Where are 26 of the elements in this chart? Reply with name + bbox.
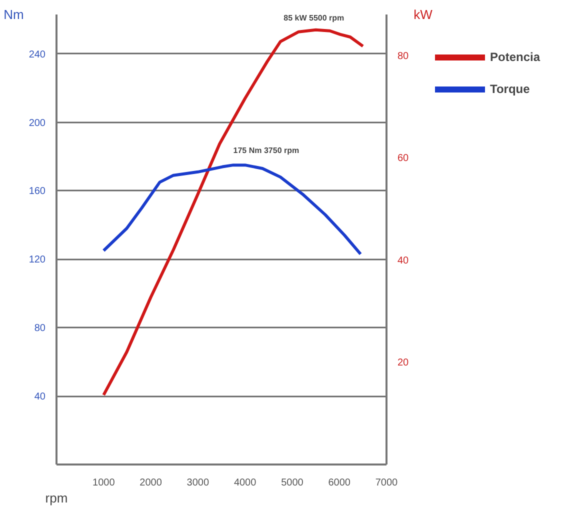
x-tick-label: 3000 (186, 478, 210, 488)
y-tick-label: 120 (28, 254, 46, 266)
line-series (102, 28, 364, 396)
line-series (102, 164, 362, 256)
legend-label: Potencia (490, 50, 540, 64)
y-tick-label: 160 (28, 186, 46, 198)
x-tick-label: 4000 (234, 478, 257, 488)
x-axis-title: rpm (45, 490, 68, 506)
y-tick-label: 240 (28, 49, 46, 60)
y-tick-label: 40 (34, 392, 46, 403)
y2-tick-label: 60 (398, 153, 410, 164)
x-tick-label: 5000 (281, 478, 304, 488)
annotation: 85 kW 5500 rpm (284, 14, 344, 22)
y-tick-label: 200 (28, 118, 46, 129)
annotation: 175 Nm 3750 rpm (233, 146, 300, 156)
x-tick-label: 1000 (92, 478, 116, 488)
y2-axis-title: kW (414, 7, 434, 22)
x-tick-label: 7000 (375, 478, 398, 488)
x-tick-label: 6000 (328, 478, 351, 488)
y-axis-title: Nm (4, 7, 24, 22)
y2-tick-label: 80 (398, 50, 410, 62)
x-tick-label: 2000 (140, 478, 162, 488)
legend-label: Torque (490, 82, 530, 96)
y-tick-label: 80 (34, 323, 46, 334)
y2-tick-label: 40 (398, 255, 410, 266)
y2-tick-label: 20 (398, 358, 410, 369)
